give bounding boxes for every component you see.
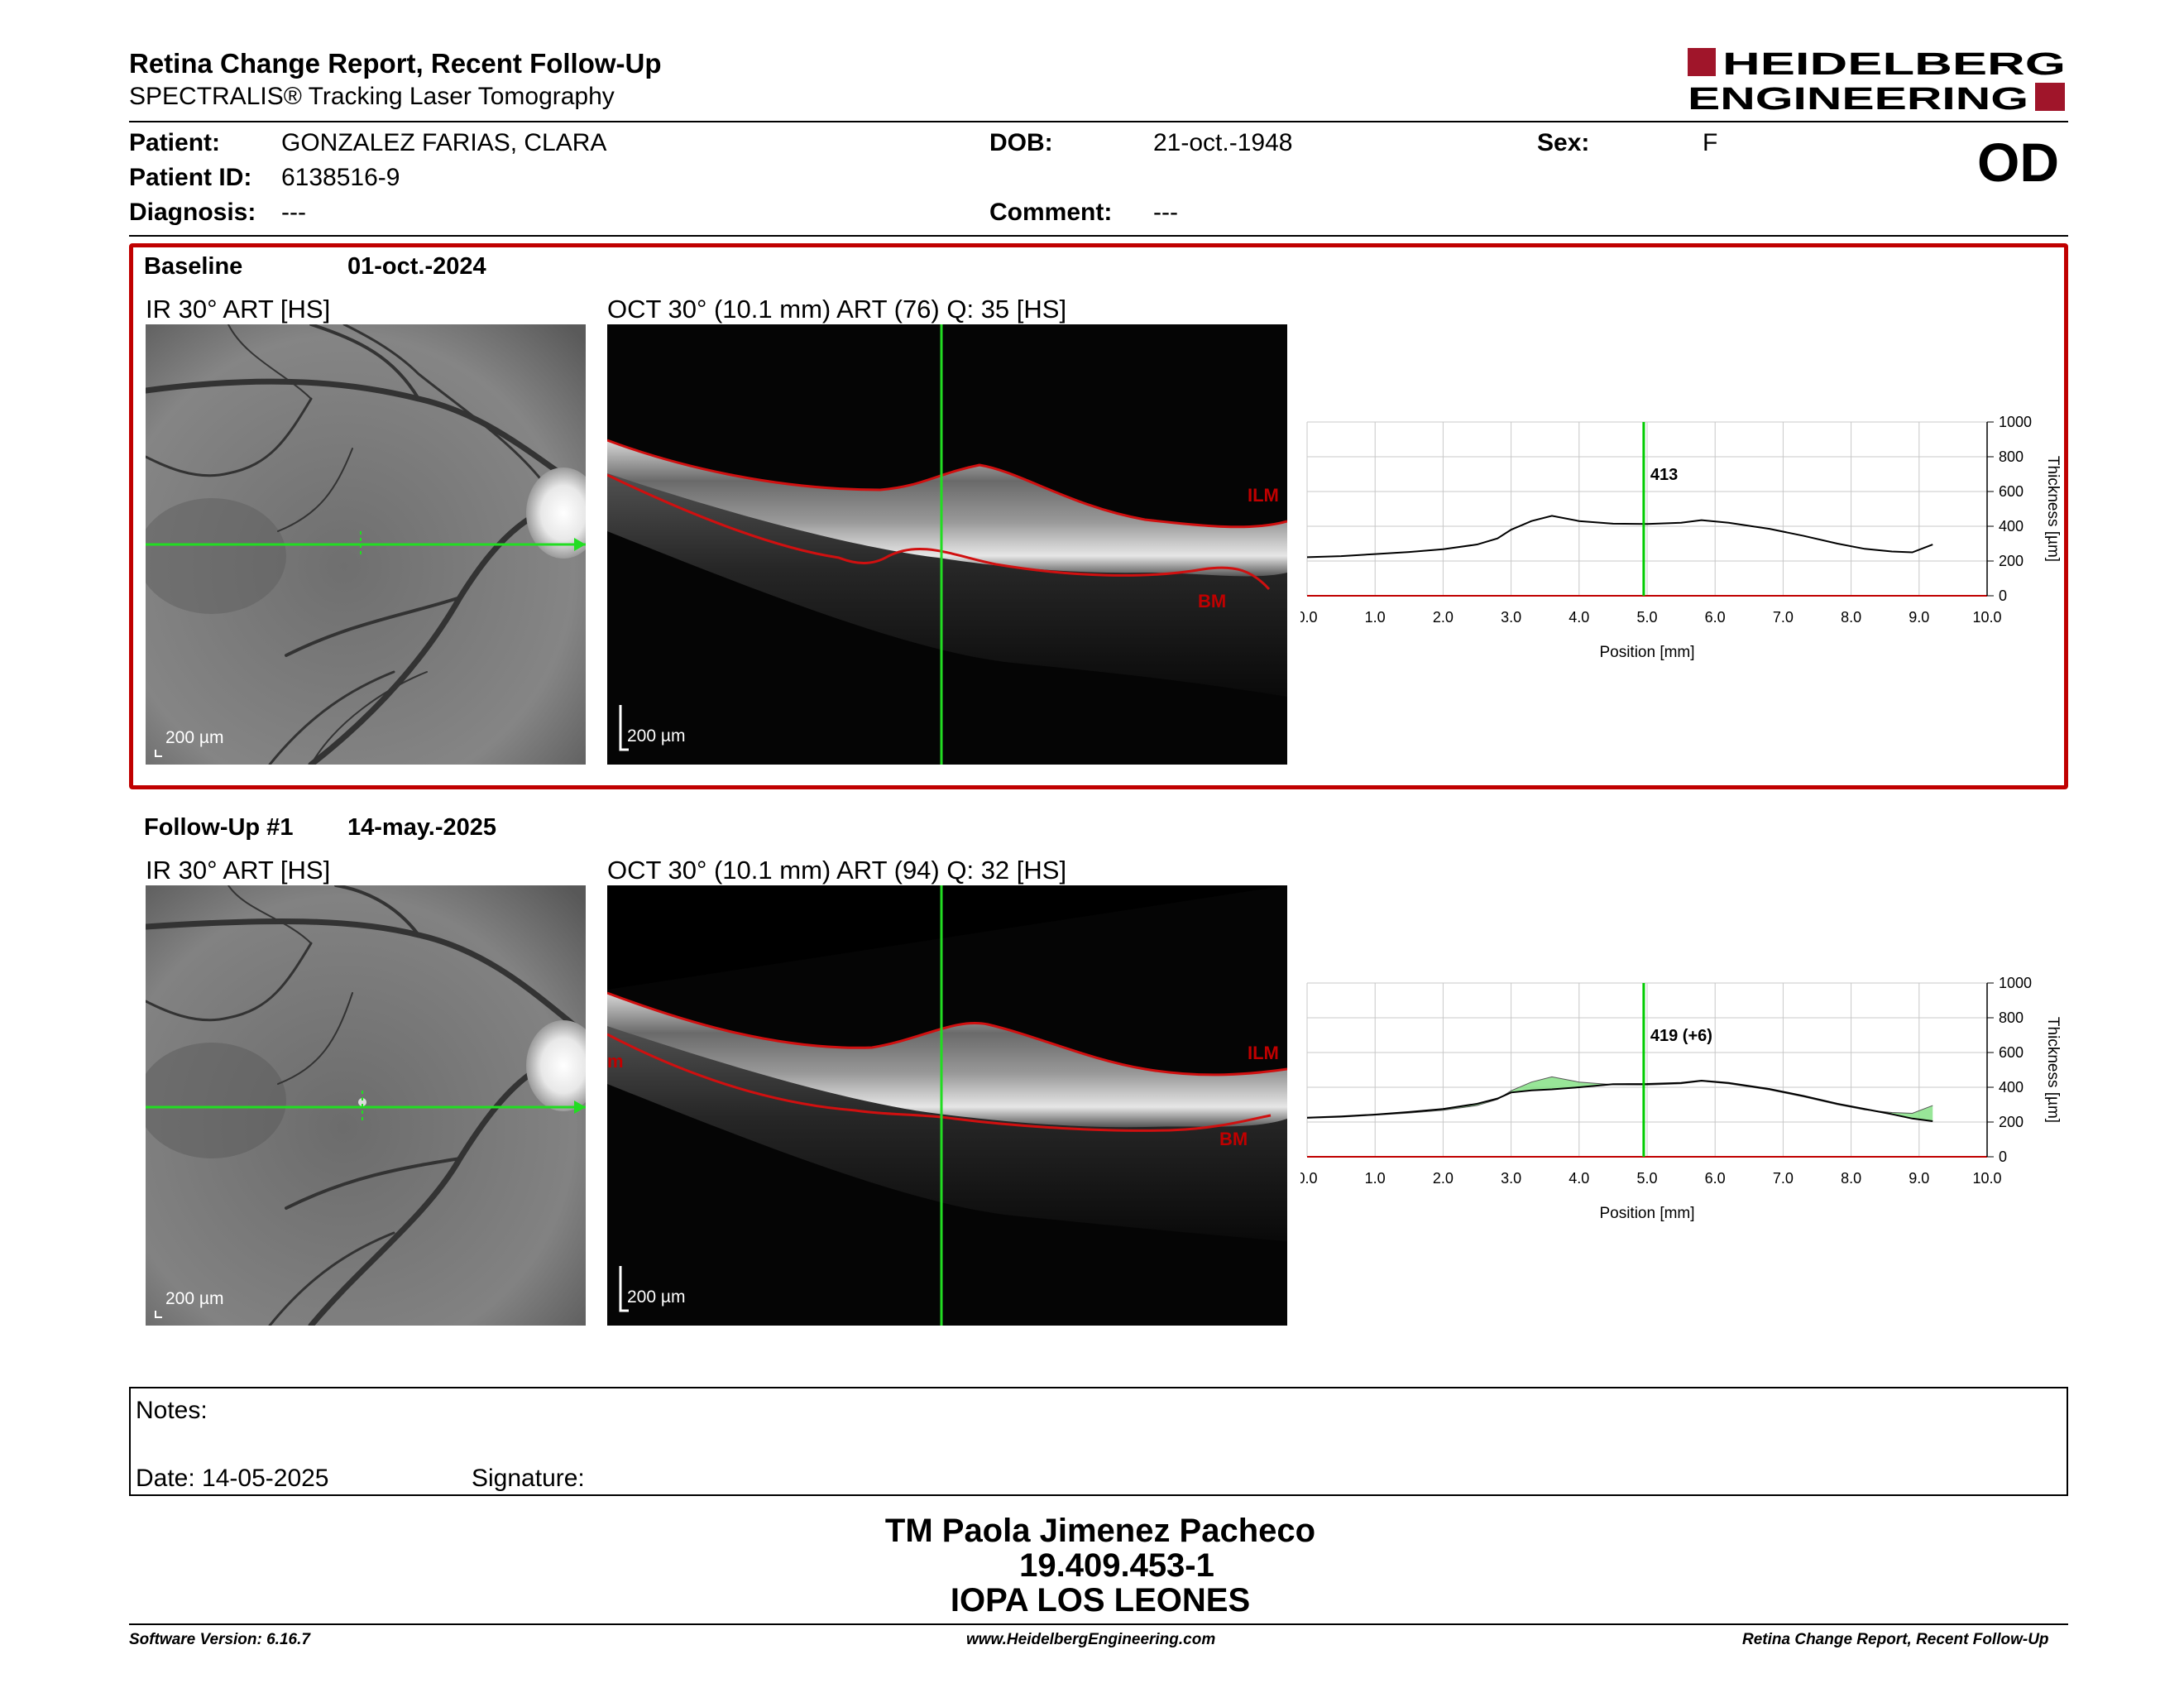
x-tick-label: 1.0 bbox=[1365, 1170, 1386, 1187]
notes-label: Notes: bbox=[136, 1397, 208, 1424]
website-link[interactable]: www.HeidelbergEngineering.com bbox=[966, 1631, 1216, 1648]
x-tick-label: 7.0 bbox=[1773, 1170, 1794, 1187]
x-tick-label: 8.0 bbox=[1841, 609, 1861, 626]
x-tick-label: 4.0 bbox=[1569, 1170, 1589, 1187]
baseline-date: 01-oct.-2024 bbox=[347, 253, 486, 280]
y-tick-label: 600 bbox=[1999, 483, 2024, 500]
baseline-ir-scale: 200 µm bbox=[165, 728, 224, 747]
baseline-oct-title: OCT 30° (10.1 mm) ART (76) Q: 35 [HS] bbox=[607, 295, 1067, 324]
footer-report-name: Retina Change Report, Recent Follow-Up bbox=[1742, 1631, 2049, 1648]
followup-ir-scale: 200 µm bbox=[165, 1289, 224, 1308]
comment-value: --- bbox=[1153, 199, 1178, 226]
y-tick-label: 400 bbox=[1999, 518, 2024, 535]
sex-value: F bbox=[1703, 129, 1718, 156]
y-tick-label: 1000 bbox=[1999, 975, 2032, 991]
x-tick-label: 2.0 bbox=[1433, 1170, 1454, 1187]
y-tick-label: 1000 bbox=[1999, 414, 2032, 430]
diagnosis-value: --- bbox=[281, 199, 306, 226]
signature-label: Signature: bbox=[472, 1465, 585, 1492]
y-tick-label: 800 bbox=[1999, 448, 2024, 465]
baseline-ir-fundus-image: 200 µm bbox=[146, 324, 586, 765]
x-axis-label: Position [mm] bbox=[1599, 1205, 1694, 1222]
followup-date: 14-may.-2025 bbox=[347, 814, 497, 841]
baseline-label: Baseline bbox=[144, 253, 243, 280]
x-tick-label: 3.0 bbox=[1501, 609, 1521, 626]
x-tick-label: 6.0 bbox=[1705, 609, 1726, 626]
patient-name: GONZALEZ FARIAS, CLARA bbox=[281, 129, 607, 156]
baseline-ir-title: IR 30° ART [HS] bbox=[146, 295, 331, 324]
patient-label: Patient: bbox=[129, 129, 221, 156]
thickness-line bbox=[1306, 515, 1933, 559]
report-title: Retina Change Report, Recent Follow-Up bbox=[129, 48, 662, 79]
dob-label: DOB: bbox=[989, 129, 1053, 156]
x-tick-label: 9.0 bbox=[1909, 609, 1929, 626]
baseline-thickness-chart: 0.0 1.0 2.0 3.0 4.0 5.0 6.0 7.0 8.0 9.0 10.0 0 200 40… bbox=[1296, 410, 2070, 679]
x-tick-label: 4.0 bbox=[1569, 609, 1589, 626]
eye-indicator: OD bbox=[1977, 132, 2059, 193]
dob-value: 21-oct.-1948 bbox=[1153, 129, 1293, 156]
baseline-highlight-box bbox=[129, 243, 2068, 789]
followup-oct-title: OCT 30° (10.1 mm) ART (94) Q: 32 [HS] bbox=[607, 856, 1067, 885]
followup-ir-title: IR 30° ART [HS] bbox=[146, 856, 331, 885]
x-tick-label: 7.0 bbox=[1773, 609, 1794, 626]
x-tick-label: 10.0 bbox=[1972, 1170, 2001, 1187]
baseline-bm-label: BM bbox=[1198, 591, 1226, 611]
baseline-oct-scale: 200 µm bbox=[627, 727, 686, 746]
y-axis-label: Thickness [µm] bbox=[2044, 1017, 2062, 1123]
y-tick-label: 600 bbox=[1999, 1044, 2024, 1061]
followup-thickness-chart: 0.0 1.0 2.0 3.0 4.0 5.0 6.0 7.0 8.0 9.0 10.0 0 200 40… bbox=[1296, 971, 2070, 1240]
y-tick-label: 800 bbox=[1999, 1009, 2024, 1026]
cursor-value-label: 413 bbox=[1650, 466, 1678, 484]
baseline-ilm-label: ILM bbox=[1248, 485, 1279, 506]
software-version: Software Version: 6.16.7 bbox=[129, 1631, 310, 1648]
signer-institution: IOPA LOS LEONES bbox=[950, 1582, 1251, 1618]
heidelberg-logo: HEIDELBERG ENGINEERING bbox=[1688, 46, 2068, 117]
footer-divider bbox=[129, 1623, 2068, 1625]
followup-ilm-label: ILM bbox=[1248, 1043, 1279, 1063]
baseline-oct-bscan: ILM BM 200 µm bbox=[607, 324, 1287, 765]
x-tick-label: 2.0 bbox=[1433, 609, 1454, 626]
x-tick-label: 0.0 bbox=[1300, 609, 1318, 626]
x-tick-label: 0.0 bbox=[1300, 1170, 1318, 1187]
thickness-line bbox=[1306, 1080, 1933, 1122]
comment-label: Comment: bbox=[989, 199, 1113, 226]
sex-label: Sex: bbox=[1537, 129, 1590, 156]
notes-box[interactable] bbox=[129, 1387, 2068, 1496]
followup-oct-bscan: ILM m BM 200 µm bbox=[607, 885, 1287, 1326]
patient-id-label: Patient ID: bbox=[129, 164, 252, 191]
x-tick-label: 10.0 bbox=[1972, 609, 2001, 626]
followup-label: Follow-Up #1 bbox=[144, 814, 294, 841]
followup-oct-scale: 200 µm bbox=[627, 1288, 686, 1307]
followup-bm-label: BM bbox=[1219, 1129, 1248, 1149]
x-axis-label: Position [mm] bbox=[1599, 644, 1694, 661]
patient-divider bbox=[129, 235, 2068, 237]
x-tick-label: 3.0 bbox=[1501, 1170, 1521, 1187]
svg-text:ENGINEERING: ENGINEERING bbox=[1688, 82, 2028, 114]
y-axis-label: Thickness [µm] bbox=[2044, 456, 2062, 562]
x-tick-label: 8.0 bbox=[1841, 1170, 1861, 1187]
cursor-value-label: 419 (+6) bbox=[1650, 1027, 1712, 1045]
x-tick-label: 1.0 bbox=[1365, 609, 1386, 626]
y-tick-label: 200 bbox=[1999, 553, 2024, 569]
y-tick-label: 0 bbox=[1999, 587, 2007, 604]
signer-name: TM Paola Jimenez Pacheco bbox=[884, 1513, 1316, 1549]
notes-date: Date: 14-05-2025 bbox=[136, 1465, 329, 1492]
y-tick-label: 0 bbox=[1999, 1149, 2007, 1165]
x-tick-label: 9.0 bbox=[1909, 1170, 1929, 1187]
diagnosis-label: Diagnosis: bbox=[129, 199, 256, 226]
x-tick-label: 6.0 bbox=[1705, 1170, 1726, 1187]
followup-ilm-edge-label: m bbox=[607, 1051, 624, 1072]
followup-ir-fundus-image: 200 µm bbox=[146, 885, 586, 1326]
x-tick-label: 5.0 bbox=[1636, 1170, 1657, 1187]
svg-text:HEIDELBERG: HEIDELBERG bbox=[1722, 47, 2066, 82]
signer-rut: 19.409.453-1 bbox=[1019, 1547, 1214, 1584]
patient-id: 6138516-9 bbox=[281, 164, 400, 191]
report-subtitle: SPECTRALIS® Tracking Laser Tomography bbox=[129, 83, 615, 110]
header-divider bbox=[129, 121, 2068, 122]
y-tick-label: 400 bbox=[1999, 1079, 2024, 1096]
x-tick-label: 5.0 bbox=[1636, 609, 1657, 626]
y-tick-label: 200 bbox=[1999, 1114, 2024, 1130]
